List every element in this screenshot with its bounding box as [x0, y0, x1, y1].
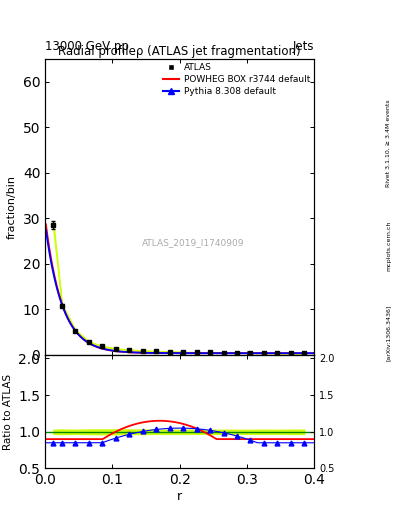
Y-axis label: Ratio to ATLAS: Ratio to ATLAS [3, 374, 13, 450]
Text: [arXiv:1306.3436]: [arXiv:1306.3436] [386, 305, 391, 361]
Title: Radial profileρ (ATLAS jet fragmentation): Radial profileρ (ATLAS jet fragmentation… [59, 45, 301, 58]
Y-axis label: fraction/bin: fraction/bin [7, 175, 17, 239]
Text: Jets: Jets [293, 40, 314, 53]
X-axis label: r: r [177, 490, 182, 503]
Text: mcplots.cern.ch: mcplots.cern.ch [386, 221, 391, 271]
Text: ATLAS_2019_I1740909: ATLAS_2019_I1740909 [142, 238, 244, 247]
Legend: ATLAS, POWHEG BOX r3744 default, Pythia 8.308 default: ATLAS, POWHEG BOX r3744 default, Pythia … [163, 63, 310, 96]
Text: 13000 GeV pp: 13000 GeV pp [45, 40, 129, 53]
Text: Rivet 3.1.10, ≥ 3.4M events: Rivet 3.1.10, ≥ 3.4M events [386, 99, 391, 187]
